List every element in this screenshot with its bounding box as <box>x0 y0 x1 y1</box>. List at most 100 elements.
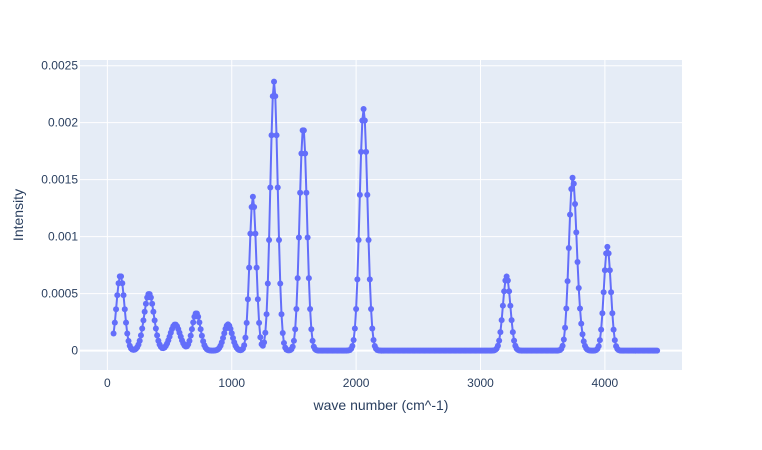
data-point <box>267 184 274 191</box>
data-point <box>508 317 515 324</box>
data-point <box>276 237 283 244</box>
data-point <box>125 338 132 345</box>
data-point <box>249 193 256 200</box>
data-point <box>252 230 259 237</box>
data-point <box>154 332 161 339</box>
data-point <box>569 174 576 181</box>
y-axis-title: Intensity <box>10 189 26 241</box>
y-tick-label: 0.0015 <box>41 173 78 187</box>
data-point <box>293 306 300 313</box>
data-point <box>292 326 299 333</box>
x-tick-label: 4000 <box>592 376 619 390</box>
data-point <box>606 267 613 274</box>
data-point <box>354 276 361 283</box>
data-point <box>141 308 148 315</box>
data-point <box>195 313 202 320</box>
y-tick-label: 0.0005 <box>41 287 78 301</box>
data-point <box>305 275 312 282</box>
data-point <box>261 339 268 346</box>
data-point <box>360 106 367 113</box>
data-point <box>565 244 572 251</box>
data-point <box>598 326 605 333</box>
data-point <box>608 289 615 296</box>
data-point <box>575 285 582 292</box>
data-point <box>577 305 584 312</box>
data-point <box>356 191 363 198</box>
data-point <box>113 306 120 313</box>
data-point <box>142 300 149 307</box>
y-tick-label: 0.002 <box>48 116 78 130</box>
data-point <box>246 264 253 271</box>
data-point <box>567 211 574 218</box>
data-point <box>563 305 570 312</box>
data-point <box>279 329 286 336</box>
data-point <box>121 306 128 313</box>
data-point <box>570 180 577 187</box>
data-point <box>595 343 602 350</box>
data-point <box>197 326 204 333</box>
data-point <box>506 288 513 295</box>
series-intensity <box>110 78 661 354</box>
data-point <box>220 335 227 342</box>
data-point <box>198 332 205 339</box>
data-point <box>302 150 309 157</box>
data-point <box>149 300 156 307</box>
data-point <box>363 148 370 155</box>
x-tick-label: 3000 <box>467 376 494 390</box>
data-point <box>114 292 121 299</box>
data-point <box>271 78 278 85</box>
data-point <box>290 337 297 344</box>
data-point <box>147 294 154 301</box>
data-point <box>136 337 143 344</box>
data-point <box>151 317 158 324</box>
data-point <box>294 275 301 282</box>
data-point <box>579 331 586 338</box>
data-point <box>297 189 304 196</box>
data-point <box>256 319 263 326</box>
data-point <box>118 273 125 280</box>
data-point <box>242 334 249 341</box>
data-point <box>350 337 357 344</box>
data-point <box>365 237 372 243</box>
data-point <box>244 296 251 303</box>
data-point <box>263 311 270 318</box>
data-point <box>568 186 575 192</box>
data-point <box>600 289 607 296</box>
data-point <box>507 302 514 309</box>
data-point <box>370 337 377 344</box>
data-point <box>358 148 365 155</box>
data-point <box>564 278 571 285</box>
data-point <box>123 319 130 326</box>
data-point <box>573 229 580 236</box>
data-point <box>560 336 567 343</box>
data-point <box>304 234 311 241</box>
data-point <box>562 324 569 331</box>
x-axis-title: wave number (cm^-1) <box>313 397 449 413</box>
data-point <box>137 332 144 339</box>
x-axis-ticks: 0 1000 2000 3000 4000 <box>104 376 619 390</box>
data-point <box>366 276 373 283</box>
data-point <box>599 310 606 317</box>
data-point <box>266 237 273 244</box>
data-point <box>274 184 281 191</box>
x-tick-label: 0 <box>104 376 111 390</box>
data-point <box>111 319 118 326</box>
data-point <box>254 296 261 303</box>
data-point <box>610 326 617 333</box>
y-axis-ticks: 0 0.0005 0.001 0.0015 0.002 0.0025 <box>41 59 78 358</box>
data-point <box>559 342 566 349</box>
data-point <box>289 343 296 350</box>
data-point <box>611 337 618 344</box>
data-point <box>257 334 264 341</box>
data-point <box>188 326 195 333</box>
data-point <box>494 342 501 349</box>
data-point <box>280 339 287 346</box>
data-point <box>605 250 612 257</box>
data-point <box>190 319 197 326</box>
data-point <box>295 234 302 241</box>
x-tick-label: 1000 <box>218 376 245 390</box>
data-point <box>243 319 250 326</box>
data-point <box>355 237 362 243</box>
data-point <box>578 320 585 327</box>
